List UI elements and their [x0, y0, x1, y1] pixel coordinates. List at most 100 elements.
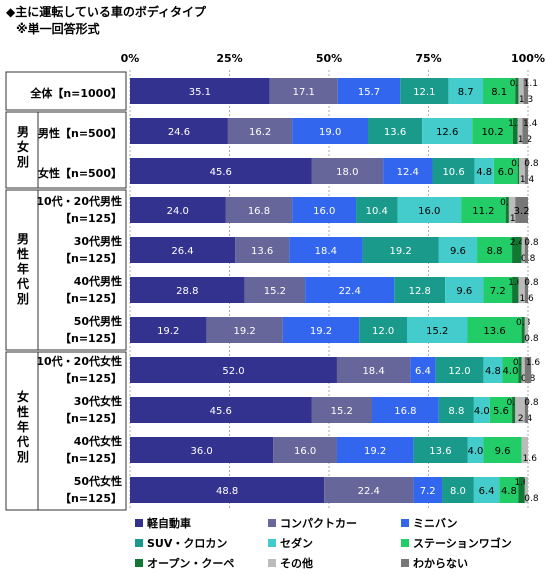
bar-segment — [311, 158, 384, 184]
bar-segment — [512, 397, 516, 423]
data-label: 22.4 — [358, 486, 380, 497]
bar-segment — [524, 158, 528, 184]
data-label: 1.4 — [523, 119, 538, 129]
bar-segment — [512, 118, 518, 144]
data-label: 11.2 — [472, 206, 494, 217]
legend-label: その他 — [280, 557, 313, 570]
bar-segment — [130, 397, 312, 423]
data-label: 8.7 — [458, 87, 474, 98]
bar-segment — [337, 78, 401, 104]
bar-segment — [397, 197, 462, 223]
legend-label: コンパクトカー — [280, 517, 357, 530]
data-label: 19.0 — [319, 127, 341, 138]
data-label: 0.8 — [524, 238, 539, 248]
bar-segment — [289, 237, 363, 263]
bar-segment — [472, 118, 513, 144]
data-label: 4.0 — [503, 366, 519, 377]
category-label: 40代女性 — [73, 435, 122, 448]
group-frame — [5, 111, 127, 189]
category-label: 30代女性 — [73, 395, 122, 408]
legend-item: オープン・クーペ — [135, 555, 234, 571]
legend-label: オープン・クーペ — [147, 557, 235, 570]
legend-swatch — [401, 559, 409, 567]
bar-segment — [130, 437, 274, 463]
data-label: 5.6 — [493, 406, 509, 417]
bar-segment — [521, 317, 525, 343]
bar-segment — [445, 277, 484, 303]
category-label: 30代男性 — [73, 235, 122, 248]
legend-item: わからない — [401, 555, 468, 571]
bar-segment — [422, 118, 473, 144]
bar-segment — [442, 477, 474, 503]
category-label: 【n=125】 — [59, 412, 122, 425]
data-label: 12.6 — [436, 127, 458, 138]
data-label: 0.8 — [516, 318, 531, 328]
bar-segment — [130, 158, 312, 184]
bar-segment — [371, 397, 439, 423]
category-label: 【n=125】 — [59, 332, 122, 345]
category-label: 40代男性 — [73, 275, 122, 288]
bar-segment — [244, 277, 306, 303]
category-label: 女性【n=500】 — [37, 167, 122, 180]
data-label: 19.2 — [233, 326, 255, 337]
group-label-female-age: 女性年代別 — [16, 390, 29, 464]
bar-segment — [292, 118, 369, 144]
bar-segment — [521, 437, 528, 463]
category-label: 【n=125】 — [59, 492, 122, 505]
data-label: 16.0 — [418, 206, 440, 217]
bar-segment — [521, 357, 525, 383]
data-label: 15.2 — [426, 326, 448, 337]
bar-segment — [524, 317, 528, 343]
bar-segment — [432, 158, 475, 184]
data-label: 4.8 — [476, 167, 492, 178]
legend-swatch — [268, 539, 276, 547]
bar-segment — [477, 237, 513, 263]
chart-title: ◆主に運転している車のボディタイプ — [6, 5, 207, 19]
bar-segment — [311, 397, 372, 423]
data-label: 8.1 — [491, 87, 507, 98]
bar-segment — [336, 357, 411, 383]
data-label: 7.2 — [420, 486, 436, 497]
category-label: 【n=125】 — [59, 452, 122, 465]
legend-swatch — [135, 519, 143, 527]
group-frame — [5, 189, 127, 351]
bar-segment — [524, 277, 528, 303]
data-label: 45.6 — [210, 406, 232, 417]
bar-segment — [130, 357, 337, 383]
data-label: 18.4 — [315, 246, 337, 257]
legend-label: SUV・クロカン — [147, 537, 228, 550]
bar-segment — [524, 477, 528, 503]
bar-segment — [518, 357, 522, 383]
bar-segment — [225, 197, 293, 223]
bar-segment — [235, 237, 290, 263]
data-label: 6.4 — [415, 366, 431, 377]
legend-swatch — [268, 559, 276, 567]
bar-segment — [130, 118, 228, 144]
data-label: 1.1 — [524, 79, 538, 89]
bar-segment — [505, 197, 509, 223]
bar-segment — [130, 477, 325, 503]
data-label: 12.0 — [448, 366, 470, 377]
bar-segment — [502, 357, 519, 383]
data-label: 12.1 — [413, 87, 435, 98]
data-label: 8.8 — [487, 246, 503, 257]
data-label: 24.0 — [167, 206, 189, 217]
bar-segment — [407, 317, 468, 343]
data-label: 0.8 — [500, 198, 515, 208]
legend-item: セダン — [268, 535, 313, 551]
data-label: 4.0 — [474, 406, 490, 417]
bar-segment — [130, 78, 270, 104]
category-label: 10代・20代女性 — [36, 355, 122, 368]
group-frame — [5, 351, 127, 511]
bar-segment — [515, 397, 525, 423]
bar-segment — [130, 317, 207, 343]
bar-segment — [435, 357, 484, 383]
category-label: 【n=125】 — [59, 372, 122, 385]
data-label: 19.2 — [157, 326, 179, 337]
data-label: 6.4 — [479, 486, 495, 497]
bar-segment — [517, 158, 520, 184]
group-frame — [5, 71, 127, 111]
data-label: 0.8 — [510, 79, 525, 89]
legend-label: ミニバン — [413, 517, 458, 530]
bar-segment — [130, 197, 226, 223]
